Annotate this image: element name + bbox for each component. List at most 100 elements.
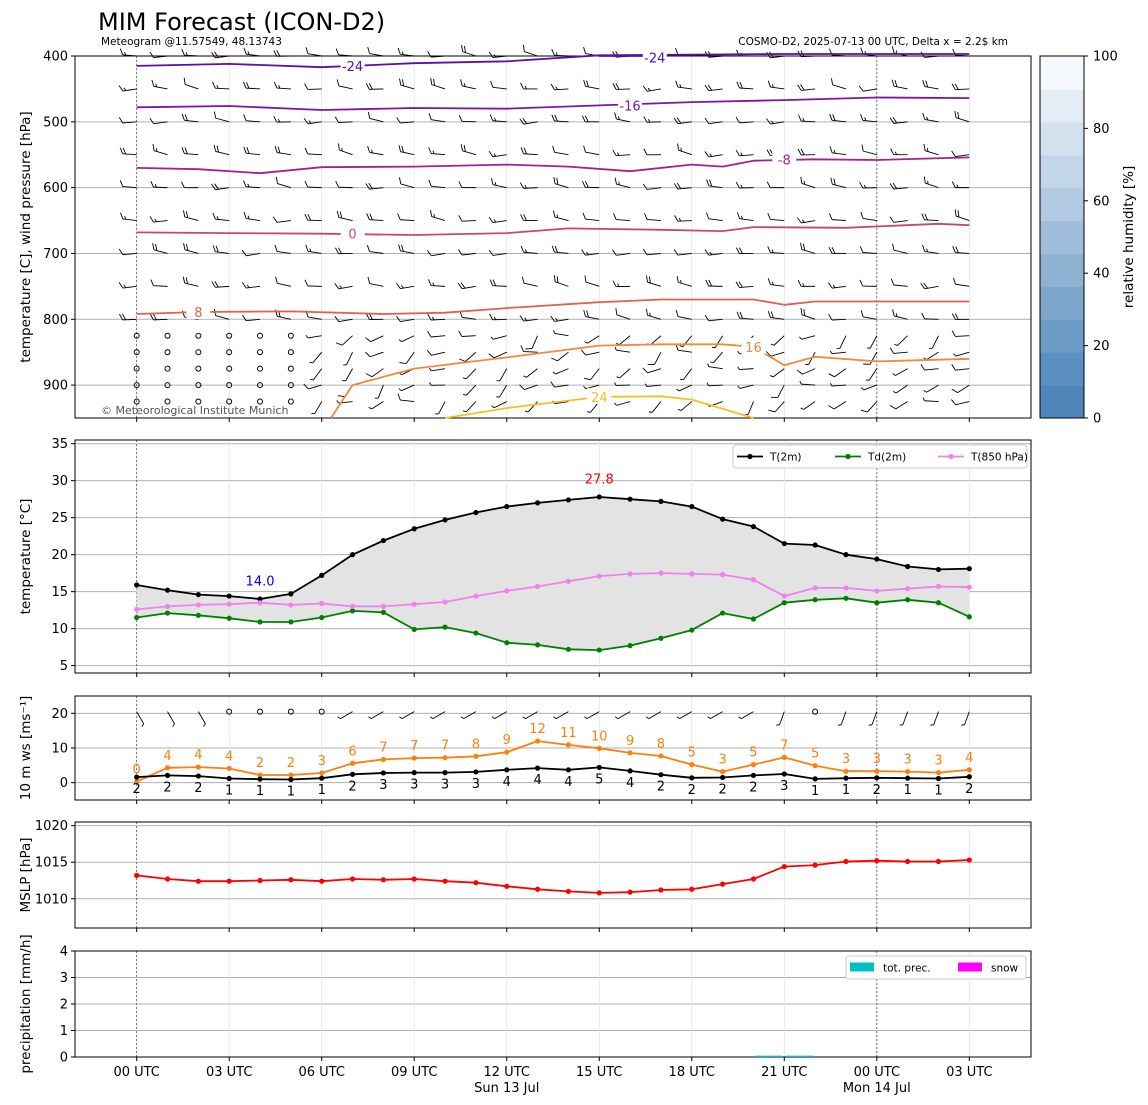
barb-half-feather	[926, 116, 929, 121]
barb-feather	[551, 357, 558, 362]
y-tick-label: 0	[60, 1051, 68, 1066]
barb-feather	[797, 84, 802, 91]
barb-feather	[181, 113, 185, 121]
barb-staff	[616, 349, 631, 353]
barb-staff	[370, 351, 384, 358]
barb-staff	[897, 335, 908, 346]
barb-half-feather	[309, 248, 312, 252]
wind-barb	[551, 49, 569, 57]
barb-half-feather	[339, 285, 343, 289]
barb-staff	[492, 154, 507, 158]
wind-barb	[735, 281, 754, 289]
wind-barb	[195, 349, 202, 356]
barb-staff	[527, 401, 538, 413]
barb-feather	[615, 308, 618, 315]
barb-half-feather	[833, 149, 836, 154]
barb-half-feather	[305, 334, 309, 339]
y-tick-label: 1	[60, 1024, 68, 1039]
barb-feather	[708, 279, 713, 287]
data-point	[473, 630, 479, 636]
wind-barb	[118, 282, 137, 289]
calm-circle	[195, 349, 202, 356]
data-point	[689, 503, 695, 510]
barb-staff	[523, 121, 538, 125]
barb-feather	[800, 176, 803, 184]
barb-feather	[675, 309, 679, 317]
barb-feather	[860, 310, 864, 317]
wind-barb	[704, 84, 723, 92]
barb-feather	[581, 115, 586, 122]
gust-value-label: 4	[225, 749, 233, 764]
barb-staff	[871, 711, 878, 725]
barb-feather	[707, 84, 713, 91]
barb-feather	[922, 79, 926, 87]
data-point	[257, 600, 263, 606]
barb-staff	[400, 219, 415, 221]
barb-feather	[766, 118, 771, 125]
barb-staff	[713, 351, 723, 364]
wind-barb	[828, 313, 846, 321]
barb-staff	[122, 121, 137, 124]
barb-feather	[211, 281, 216, 288]
barb-feather	[119, 313, 124, 321]
data-point	[627, 496, 633, 502]
gust-value-label: 8	[472, 737, 480, 752]
isotherm-line	[136, 53, 970, 69]
data-point	[905, 597, 911, 603]
y-tick-label: 1015	[35, 856, 68, 871]
barb-feather	[951, 388, 958, 393]
barb-feather	[615, 83, 620, 90]
wind-barb	[334, 116, 353, 124]
barb-half-feather	[308, 120, 312, 124]
barb-feather	[704, 249, 710, 256]
wind-barb	[643, 116, 661, 123]
barb-feather	[920, 364, 925, 371]
panel-frame	[74, 695, 1032, 801]
calm-circle	[226, 708, 233, 715]
barb-feather	[831, 247, 836, 254]
barb-feather	[647, 364, 655, 366]
barb-staff	[708, 55, 723, 58]
data-point	[380, 756, 386, 763]
calm-circle	[164, 332, 171, 339]
gust-value-label: 7	[410, 739, 418, 754]
barb-feather	[892, 309, 895, 317]
barb-half-feather	[555, 86, 558, 90]
wind-barb	[274, 244, 291, 254]
barb-feather	[612, 280, 617, 287]
wind-barb	[583, 368, 600, 381]
barb-half-feather	[771, 249, 774, 253]
series-line	[136, 859, 970, 894]
y-tick-label: 500	[43, 115, 68, 130]
wind-barb	[488, 249, 507, 256]
calm-circle	[195, 398, 202, 405]
barb-feather	[828, 313, 833, 321]
data-point	[411, 626, 417, 632]
wind-barb	[242, 314, 261, 322]
barb-feather	[860, 211, 864, 219]
barb-feather	[889, 405, 896, 410]
barb-staff	[654, 351, 662, 365]
barb-staff	[834, 368, 847, 378]
data-point	[874, 588, 880, 594]
wind-barb	[551, 245, 569, 254]
wind-barb	[673, 249, 692, 256]
barb-staff	[462, 85, 477, 90]
barb-half-feather	[494, 181, 497, 186]
data-point	[689, 762, 695, 768]
colorbar-band	[1040, 385, 1084, 419]
wind-barb	[614, 401, 631, 406]
wind-barb	[525, 335, 538, 350]
barb-half-feather	[246, 284, 250, 288]
barb-feather	[305, 244, 309, 252]
barb-half-feather	[770, 343, 775, 346]
barb-staff	[867, 401, 878, 413]
wind-barb	[396, 117, 415, 124]
barb-feather	[520, 345, 525, 352]
barb-staff	[832, 152, 847, 156]
barb-staff	[933, 711, 939, 725]
barb-staff	[400, 84, 415, 90]
barb-feather	[644, 213, 648, 220]
calm-circle	[287, 349, 294, 356]
barb-staff	[646, 253, 661, 256]
